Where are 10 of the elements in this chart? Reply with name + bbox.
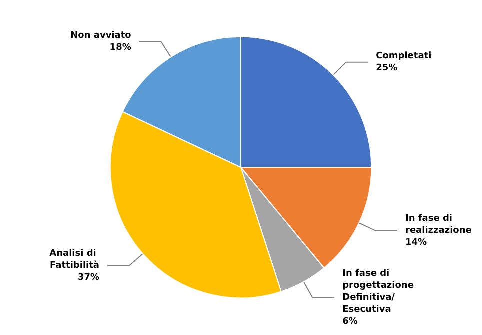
slice-label: Completati (376, 51, 432, 62)
slice-label: Non avviato (70, 30, 132, 41)
data-label: 37% (78, 272, 100, 283)
slice-label: In fase di progettazione Definitiva/ Esecutiva (342, 268, 418, 315)
slice-label: In fase di realizzazione (406, 214, 472, 236)
data-label: 14% (406, 238, 428, 248)
slice-label: Analisi di Fattibilità (50, 248, 100, 271)
data-label: 25% (376, 63, 398, 74)
data-label: 18% (110, 42, 132, 53)
data-label: 6% (342, 316, 358, 327)
